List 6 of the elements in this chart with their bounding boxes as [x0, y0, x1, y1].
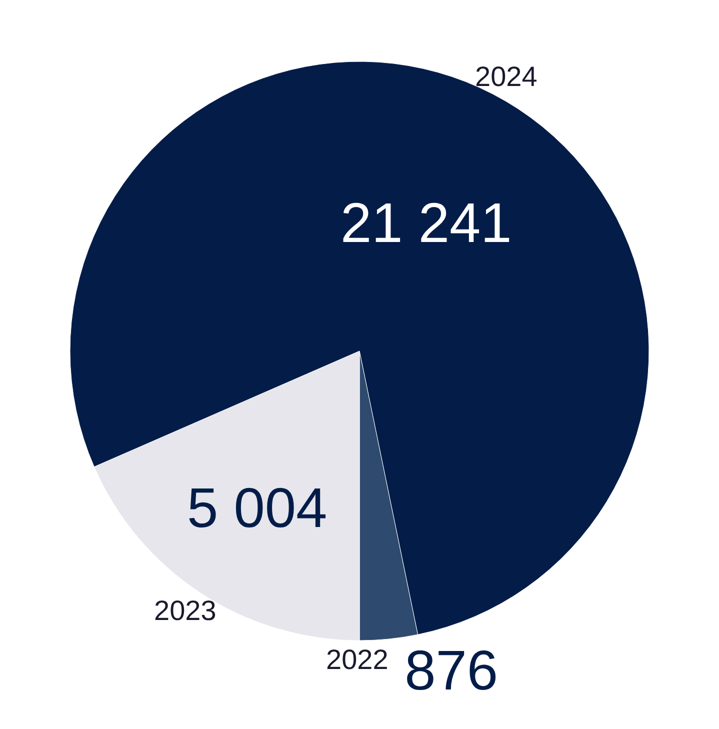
slice-label: 2023	[154, 595, 216, 626]
data-label: 876	[404, 638, 498, 702]
slice-label: 2024	[475, 61, 538, 92]
data-label: 21 241	[340, 190, 512, 254]
slice-label: 2022	[326, 644, 388, 675]
data-label: 5 004	[186, 476, 328, 539]
